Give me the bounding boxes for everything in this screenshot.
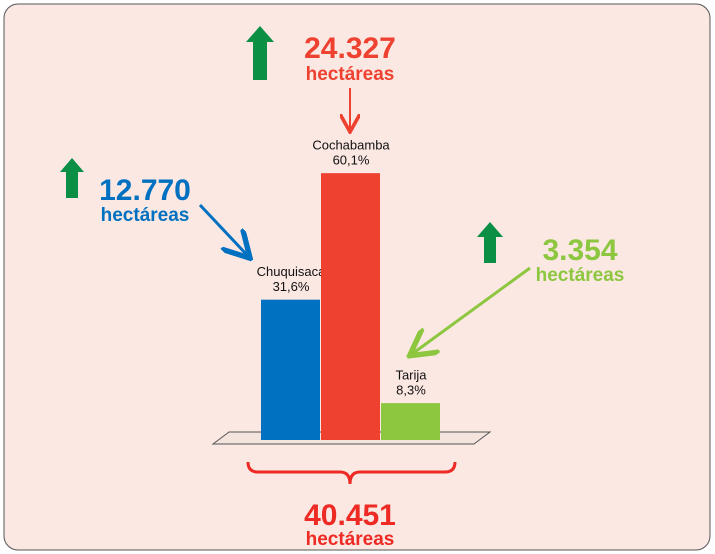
arrows — [60, 26, 531, 485]
total-value: 40.451 — [304, 499, 396, 532]
annotation-unit: hectáreas — [536, 265, 625, 286]
annotation-unit: hectáreas — [101, 205, 190, 226]
total-unit: hectáreas — [306, 529, 395, 550]
bracket — [246, 461, 457, 485]
up-arrow — [246, 26, 274, 80]
category-label: Tarija — [395, 368, 427, 383]
annotation-unit: hectáreas — [306, 64, 395, 85]
up-arrow — [477, 222, 503, 263]
value-label: 31,6% — [273, 279, 310, 294]
category-label: Chuquisaca — [257, 264, 326, 279]
pointer — [412, 266, 531, 354]
value-label: 8,3% — [396, 383, 426, 398]
value-label: 60,1% — [333, 153, 370, 168]
bar — [321, 173, 380, 440]
category-label: Cochabamba — [312, 138, 390, 153]
annotation-value: 24.327 — [304, 32, 396, 65]
annotation-value: 12.770 — [99, 174, 191, 207]
up-arrow — [60, 158, 84, 198]
pointer — [198, 203, 248, 256]
bar — [381, 403, 440, 440]
bar — [261, 299, 320, 440]
annotation-value: 3.354 — [542, 234, 617, 267]
